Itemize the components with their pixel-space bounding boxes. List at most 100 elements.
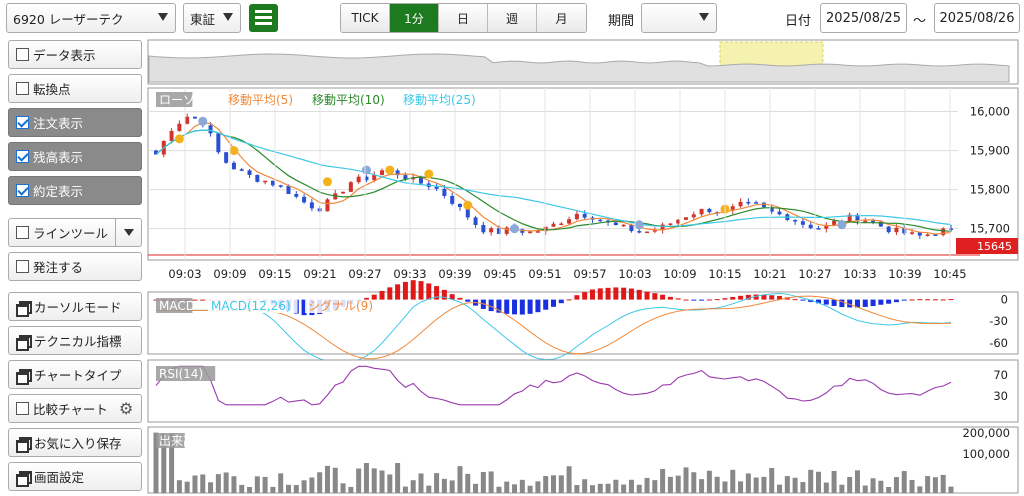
macd-histogram-bar bbox=[917, 299, 923, 301]
tab-tick[interactable]: TICK bbox=[341, 4, 390, 32]
checkbox-icon bbox=[16, 260, 29, 273]
candle-up bbox=[504, 227, 509, 234]
candle-down bbox=[364, 176, 369, 181]
sidebar-item-cursor-mode[interactable]: カーソルモード bbox=[8, 292, 142, 321]
macd-histogram-bar bbox=[901, 299, 907, 301]
candle-up bbox=[263, 180, 268, 183]
candle-down bbox=[403, 175, 408, 180]
candle-up bbox=[894, 227, 899, 233]
volume-bar bbox=[519, 479, 525, 493]
rsi-panel: 70 30 bbox=[147, 359, 1019, 423]
volume-bar bbox=[652, 480, 658, 493]
volume-bar bbox=[504, 481, 510, 493]
macd-histogram-bar bbox=[738, 295, 744, 300]
sidebar-item-save-favorite[interactable]: お気に入り保存 bbox=[8, 428, 142, 457]
legend-macd-signal-bg bbox=[305, 298, 365, 313]
candle-down bbox=[192, 116, 197, 119]
volume-bar bbox=[948, 486, 954, 493]
volume-bar bbox=[925, 476, 931, 493]
candle-down bbox=[434, 186, 439, 189]
price-tick-label: 16,000 bbox=[970, 105, 1010, 119]
macd-histogram-bar bbox=[925, 299, 931, 301]
date-to-input[interactable]: 2025/08/26 bbox=[934, 3, 1020, 33]
macd-histogram-bar bbox=[543, 299, 549, 310]
period-select[interactable] bbox=[641, 3, 717, 33]
volume-bar bbox=[278, 473, 284, 493]
tab-week[interactable]: 週 bbox=[488, 4, 537, 32]
macd-histogram-bar bbox=[823, 299, 829, 305]
candle-down bbox=[457, 203, 462, 207]
candle-up bbox=[341, 191, 346, 194]
sidebar-item-label: 残高表示 bbox=[33, 150, 84, 165]
time-tick-label: 09:51 bbox=[528, 267, 561, 281]
volume-bar bbox=[356, 468, 362, 493]
date-from-input[interactable]: 2025/08/25 bbox=[820, 3, 907, 33]
volume-bar bbox=[699, 479, 705, 493]
top-toolbar: 6920 レーザーテク 東証 TICK 1分 日 週 月 期間 日付 2025/… bbox=[0, 0, 1024, 38]
macd-histogram-bar bbox=[621, 287, 627, 300]
time-tick-label: 10:21 bbox=[753, 267, 786, 281]
macd-signal-line bbox=[156, 295, 952, 360]
volume-bar bbox=[301, 480, 307, 493]
sidebar-item-turning-point[interactable]: 転換点 bbox=[8, 74, 142, 103]
sidebar-item-data-display[interactable]: データ表示 bbox=[8, 40, 142, 69]
macd-histogram-bar bbox=[387, 287, 393, 300]
volume-bar bbox=[200, 474, 206, 493]
candle-up bbox=[621, 224, 626, 227]
price-tick-label: 15,900 bbox=[970, 144, 1010, 158]
candle-down bbox=[800, 221, 805, 225]
volume-bar bbox=[153, 432, 159, 493]
candle-down bbox=[746, 201, 751, 204]
checkbox-icon bbox=[16, 402, 29, 415]
candle-up bbox=[925, 234, 930, 237]
candle-up bbox=[699, 208, 704, 215]
volume-bar bbox=[332, 467, 338, 493]
time-tick-label: 09:27 bbox=[348, 267, 381, 281]
sidebar-item-order-display[interactable]: 注文表示 bbox=[8, 108, 142, 137]
execution-marker bbox=[385, 165, 395, 175]
tab-1min[interactable]: 1分 bbox=[390, 4, 439, 32]
volume-bar bbox=[402, 486, 408, 493]
execution-marker bbox=[174, 134, 184, 144]
macd-histogram-bar bbox=[699, 299, 705, 301]
volume-bar bbox=[714, 476, 720, 493]
sidebar-item-line-tool[interactable]: ラインツール bbox=[8, 218, 142, 247]
volume-bar bbox=[208, 482, 214, 493]
volume-bar bbox=[683, 467, 689, 493]
sidebar-item-place-order[interactable]: 発注する bbox=[8, 252, 142, 281]
macd-histogram-bar bbox=[777, 295, 783, 300]
candle-up bbox=[652, 230, 657, 232]
candle-up bbox=[730, 206, 735, 211]
candle-down bbox=[816, 228, 821, 230]
chevron-down-icon bbox=[699, 13, 709, 21]
macd-histogram-bar bbox=[551, 299, 556, 307]
chevron-down-icon[interactable] bbox=[115, 219, 141, 246]
navigator-panel[interactable] bbox=[147, 39, 1019, 85]
volume-bar bbox=[488, 471, 494, 493]
sidebar-item-compare-chart[interactable]: 比較チャート ⚙ bbox=[8, 394, 142, 423]
macd-histogram-bar bbox=[847, 299, 853, 308]
sidebar-item-position-display[interactable]: 残高表示 bbox=[8, 142, 142, 171]
sidebar-item-execution-display[interactable]: 約定表示 bbox=[8, 176, 142, 205]
sidebar-item-chart-type[interactable]: チャートタイプ bbox=[8, 360, 142, 389]
legend-macd-signal: シグナル(9) bbox=[308, 299, 373, 313]
candle-up bbox=[567, 219, 572, 224]
volume-bar bbox=[286, 484, 291, 493]
sidebar-item-technical-indicators[interactable]: テクニカル指標 bbox=[8, 326, 142, 355]
candle-down bbox=[302, 196, 307, 203]
sidebar-item-label: カーソルモード bbox=[34, 300, 122, 315]
candle-down bbox=[769, 207, 774, 212]
symbol-select[interactable]: 6920 レーザーテク bbox=[6, 3, 176, 33]
tab-day[interactable]: 日 bbox=[439, 4, 488, 32]
volume-bar bbox=[434, 473, 440, 493]
candle-down bbox=[481, 224, 486, 233]
macd-histogram-bar bbox=[730, 296, 736, 300]
sidebar-item-screen-settings[interactable]: 画面設定 bbox=[8, 462, 142, 491]
window-icon bbox=[16, 470, 32, 487]
tab-month[interactable]: 月 bbox=[537, 4, 586, 32]
market-select[interactable]: 東証 bbox=[183, 3, 241, 33]
gear-icon[interactable]: ⚙ bbox=[119, 399, 134, 418]
execution-marker bbox=[634, 220, 644, 230]
list-menu-button[interactable] bbox=[249, 4, 278, 32]
